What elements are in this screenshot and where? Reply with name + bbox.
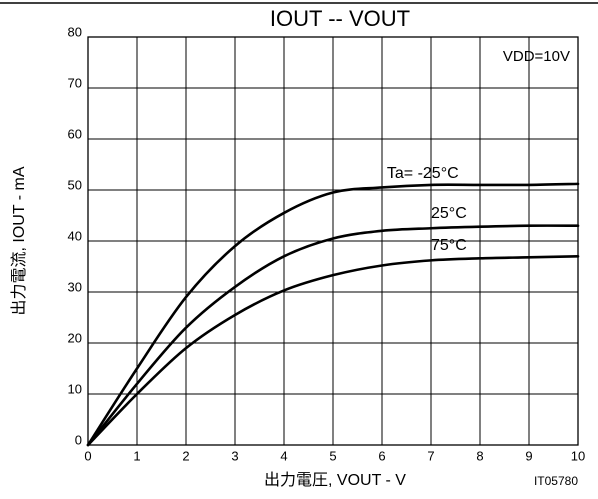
- x-tick-label: 7: [427, 448, 434, 463]
- x-tick-label: 6: [378, 448, 385, 463]
- x-tick-label: 4: [280, 448, 287, 463]
- y-tick-label: 0: [75, 432, 82, 447]
- plot-frame: [87, 36, 579, 446]
- figure-id: IT05780: [534, 474, 578, 488]
- curve-label: 75°C: [431, 237, 467, 254]
- x-tick-label: 2: [182, 448, 189, 463]
- curve: [86, 255, 580, 447]
- y-tick-label: 70: [68, 75, 82, 90]
- x-tick-label: 5: [329, 448, 336, 463]
- curve: [86, 224, 580, 447]
- x-tick-label: 9: [525, 448, 532, 463]
- y-tick-label: 50: [68, 177, 82, 192]
- y-tick-label: 40: [68, 228, 82, 243]
- chart-title: IOUT -- VOUT: [270, 6, 410, 31]
- x-tick-label: 3: [231, 448, 238, 463]
- curve-label: Ta= -25°C: [387, 165, 459, 182]
- x-tick-label: 10: [571, 448, 585, 463]
- y-tick-label: 10: [68, 381, 82, 396]
- curve: [86, 182, 580, 447]
- x-tick-label: 0: [84, 448, 91, 463]
- x-tick-label: 1: [133, 448, 140, 463]
- x-axis-label: 出力電圧, VOUT - V: [264, 471, 406, 489]
- curve-label: 25°C: [431, 205, 467, 222]
- y-axis-label: 出力電流, IOUT - mA: [10, 166, 28, 315]
- y-tick-label: 60: [68, 126, 82, 141]
- y-tick-label: 30: [68, 279, 82, 294]
- y-tick-label: 80: [68, 24, 82, 39]
- condition-label: VDD=10V: [503, 48, 570, 65]
- x-tick-label: 8: [476, 448, 483, 463]
- y-tick-label: 20: [68, 330, 82, 345]
